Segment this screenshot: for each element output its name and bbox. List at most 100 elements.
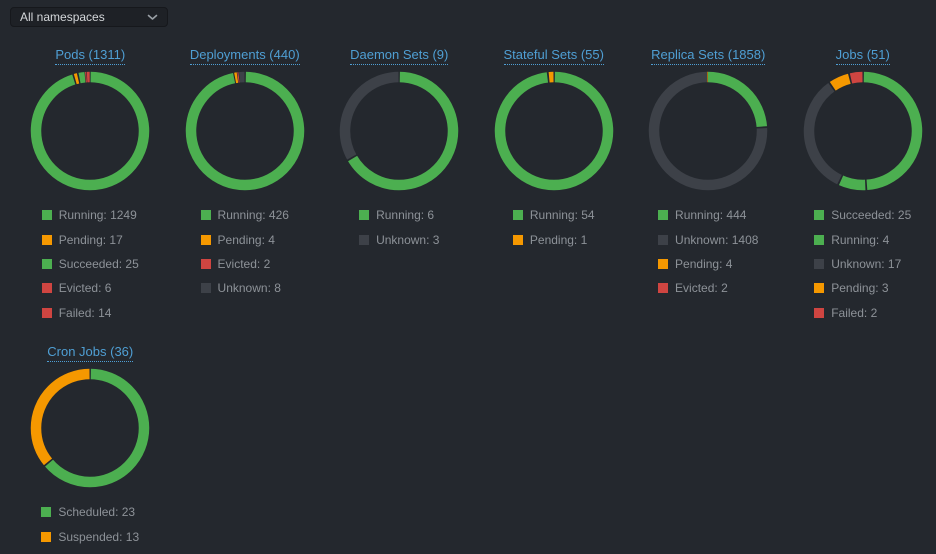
- donut-chart-replica-sets-1858[interactable]: [648, 71, 768, 191]
- legend-item-pending: Pending: 4: [200, 227, 289, 251]
- legend-label: Failed: 14: [58, 305, 112, 320]
- legend-label: Running: 6: [376, 208, 435, 223]
- legend-swatch-failed: [41, 307, 52, 318]
- legend-item-evicted: Evicted: 2: [658, 276, 758, 300]
- workload-link-cron-jobs-36[interactable]: Cron Jobs (36): [47, 344, 134, 362]
- legend-label: Pending: 3: [831, 281, 889, 296]
- legend-swatch-unknown: [658, 234, 669, 245]
- legend-label: Pending: 1: [529, 232, 588, 247]
- legend-swatch-pending: [41, 234, 52, 245]
- legend-label: Suspended: 13: [58, 529, 140, 544]
- legend-label: Pending: 4: [675, 256, 733, 271]
- legend-swatch-running: [512, 210, 523, 221]
- legend-item-running: Running: 6: [359, 203, 439, 227]
- legend-item-running: Running: 4: [814, 227, 911, 251]
- legend-label: Unknown: 3: [376, 232, 440, 247]
- legend-label: Unknown: 1408: [675, 232, 759, 247]
- legend-item-suspended: Suspended: 13: [41, 524, 139, 548]
- legend-swatch-running: [41, 210, 52, 221]
- legend-item-pending: Pending: 1: [512, 227, 595, 251]
- legend-item-succeeded: Succeeded: 25: [41, 252, 139, 276]
- donut-chart-pods-1311[interactable]: [30, 71, 150, 191]
- legend-label: Running: 444: [675, 208, 747, 223]
- legend-swatch-pending: [814, 283, 825, 294]
- legend-label: Running: 426: [217, 208, 289, 223]
- legend-label: Pending: 4: [217, 232, 275, 247]
- donut-chart-deployments-440[interactable]: [185, 71, 305, 191]
- charts-grid: Pods (1311) Running: 1249 Pending: 17 Succe…: [0, 48, 936, 549]
- legend-label: Running: 1249: [58, 208, 137, 223]
- legend-item-running: Running: 1249: [41, 203, 139, 227]
- legend-cron-jobs-36: Scheduled: 23 Suspended: 13: [41, 500, 139, 549]
- legend-pods-1311: Running: 1249 Pending: 17 Succeeded: 25 Evi…: [41, 203, 139, 325]
- legend-label: Scheduled: 23: [58, 505, 136, 520]
- legend-swatch-failed: [814, 307, 825, 318]
- legend-label: Evicted: 2: [675, 281, 728, 296]
- legend-swatch-unknown: [200, 283, 211, 294]
- donut-chart-cron-jobs-36[interactable]: [30, 368, 150, 488]
- workload-link-pods-1311[interactable]: Pods (1311): [55, 48, 126, 65]
- legend-swatch-evicted: [200, 258, 211, 269]
- legend-item-scheduled: Scheduled: 23: [41, 500, 139, 524]
- workload-link-stateful-sets-55[interactable]: Stateful Sets (55): [503, 48, 604, 65]
- legend-item-failed: Failed: 14: [41, 301, 139, 325]
- donut-chart-jobs-51[interactable]: [803, 71, 923, 191]
- legend-swatch-pending: [512, 234, 523, 245]
- legend-item-pending: Pending: 3: [814, 276, 911, 300]
- workload-link-replica-sets-1858[interactable]: Replica Sets (1858): [651, 48, 766, 65]
- legend-swatch-succeeded: [41, 258, 52, 269]
- legend-label: Succeeded: 25: [831, 208, 912, 223]
- legend-stateful-sets-55: Running: 54 Pending: 1: [512, 203, 595, 252]
- namespace-select[interactable]: All namespaces: [10, 7, 168, 27]
- legend-item-pending: Pending: 4: [658, 252, 758, 276]
- legend-item-unknown: Unknown: 17: [814, 252, 911, 276]
- workload-link-jobs-51[interactable]: Jobs (51): [835, 48, 890, 65]
- legend-swatch-running: [200, 210, 211, 221]
- legend-item-running: Running: 444: [658, 203, 758, 227]
- legend-item-unknown: Unknown: 8: [200, 276, 289, 300]
- legend-swatch-pending: [658, 258, 669, 269]
- legend-swatch-suspended: [41, 531, 52, 542]
- legend-item-unknown: Unknown: 3: [359, 227, 439, 251]
- legend-swatch-unknown: [814, 258, 825, 269]
- legend-label: Running: 4: [831, 232, 890, 247]
- workload-panel-cron-jobs-36: Cron Jobs (36) Scheduled: 23 Suspended: 13: [13, 344, 168, 549]
- workload-link-daemon-sets-9[interactable]: Daemon Sets (9): [350, 48, 449, 65]
- legend-item-evicted: Evicted: 2: [200, 252, 289, 276]
- legend-item-succeeded: Succeeded: 25: [814, 203, 911, 227]
- legend-replica-sets-1858: Running: 444 Unknown: 1408 Pending: 4 Evict…: [658, 203, 758, 301]
- chevron-down-icon: [147, 14, 158, 20]
- legend-item-evicted: Evicted: 6: [41, 276, 139, 300]
- legend-daemon-sets-9: Running: 6 Unknown: 3: [359, 203, 439, 252]
- workload-panel-replica-sets-1858: Replica Sets (1858) Running: 444 Unknown: …: [631, 48, 786, 325]
- legend-label: Evicted: 2: [217, 256, 271, 271]
- legend-item-unknown: Unknown: 1408: [658, 227, 758, 251]
- legend-label: Failed: 2: [831, 305, 878, 320]
- legend-swatch-running: [359, 210, 370, 221]
- workload-panel-daemon-sets-9: Daemon Sets (9) Running: 6 Unknown: 3: [322, 48, 477, 325]
- legend-deployments-440: Running: 426 Pending: 4 Evicted: 2 Unknown:…: [200, 203, 289, 301]
- workload-panel-jobs-51: Jobs (51) Succeeded: 25 Running: 4 Unknown:…: [786, 48, 936, 325]
- legend-swatch-scheduled: [41, 507, 52, 518]
- legend-swatch-succeeded: [814, 210, 825, 221]
- legend-label: Running: 54: [529, 208, 595, 223]
- legend-swatch-evicted: [41, 283, 52, 294]
- legend-jobs-51: Succeeded: 25 Running: 4 Unknown: 17 Pendin…: [814, 203, 911, 325]
- legend-label: Pending: 17: [58, 232, 123, 247]
- legend-swatch-pending: [200, 234, 211, 245]
- donut-chart-daemon-sets-9[interactable]: [339, 71, 459, 191]
- legend-label: Evicted: 6: [58, 281, 112, 296]
- workload-panel-pods-1311: Pods (1311) Running: 1249 Pending: 17 Succe…: [13, 48, 168, 325]
- legend-item-failed: Failed: 2: [814, 301, 911, 325]
- workload-panel-deployments-440: Deployments (440) Running: 426 Pending: 4 E…: [168, 48, 323, 325]
- legend-label: Unknown: 8: [217, 281, 281, 296]
- legend-swatch-running: [658, 210, 669, 221]
- workload-link-deployments-440[interactable]: Deployments (440): [189, 48, 300, 65]
- legend-item-running: Running: 54: [512, 203, 595, 227]
- legend-label: Unknown: 17: [831, 256, 902, 271]
- donut-chart-stateful-sets-55[interactable]: [494, 71, 614, 191]
- legend-item-pending: Pending: 17: [41, 227, 139, 251]
- legend-swatch-evicted: [658, 283, 669, 294]
- legend-swatch-unknown: [359, 234, 370, 245]
- topbar: All namespaces: [0, 0, 936, 27]
